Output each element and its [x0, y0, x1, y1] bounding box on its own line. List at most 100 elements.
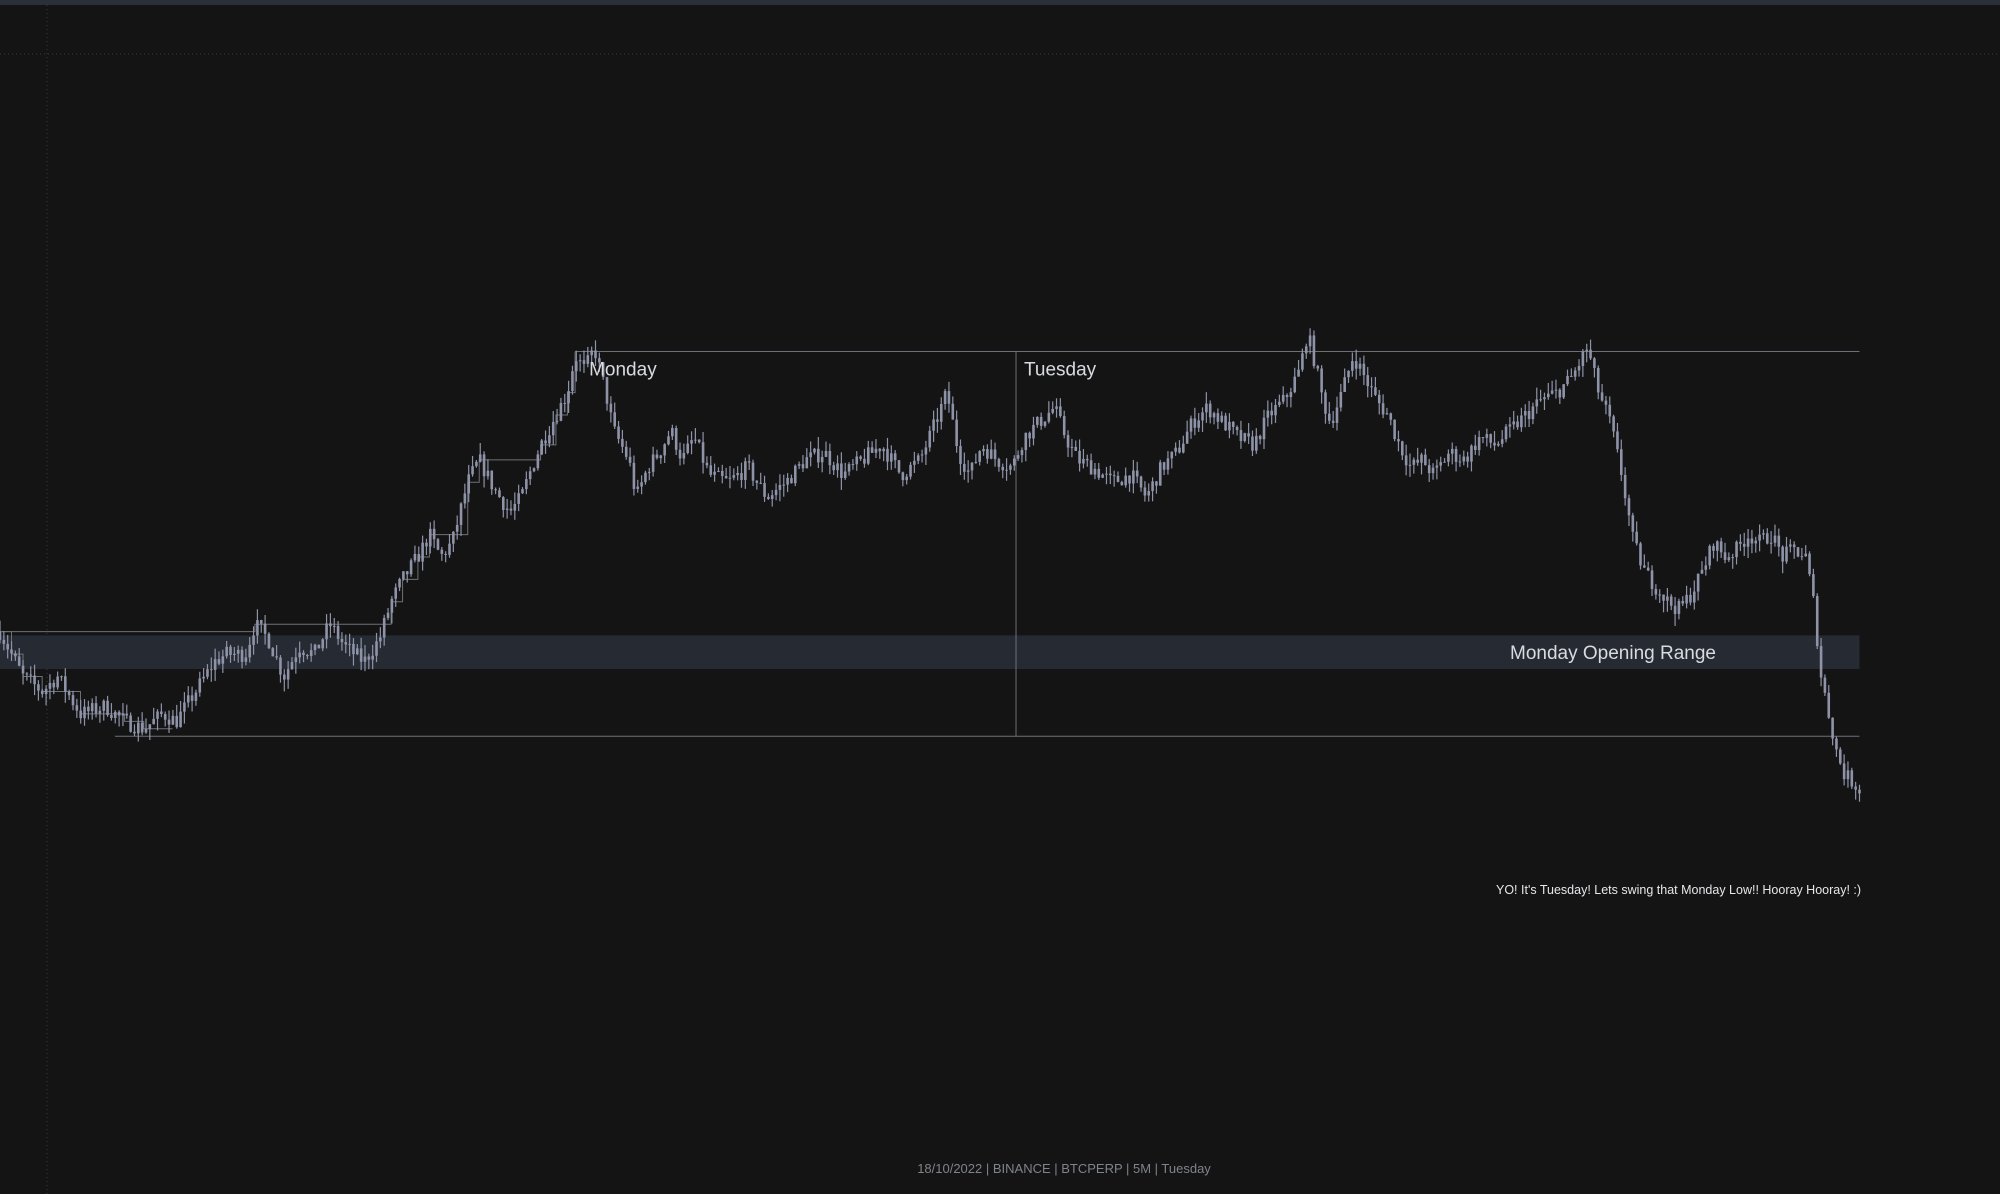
- candle-body: [17, 656, 21, 666]
- candle-body: [21, 665, 25, 674]
- candle-body: [989, 449, 993, 459]
- candle-body: [394, 587, 398, 599]
- candle-body: [1504, 426, 1508, 440]
- candle-body: [1431, 467, 1435, 474]
- candle-body: [1166, 458, 1170, 470]
- candle-body: [1838, 749, 1842, 764]
- candle-body: [674, 427, 678, 450]
- candle-body: [1251, 436, 1254, 451]
- candle-body: [916, 455, 920, 461]
- candle-body: [1823, 677, 1827, 693]
- candle-body: [1439, 462, 1443, 466]
- candle-body: [110, 714, 113, 718]
- candle-body: [1043, 421, 1047, 426]
- candle-body: [1105, 473, 1108, 475]
- candle-body: [1243, 433, 1247, 441]
- candle-body: [398, 579, 401, 588]
- candle-body: [1228, 421, 1231, 431]
- candle-body: [832, 465, 835, 471]
- candle-body: [1716, 541, 1719, 551]
- candle-body: [1270, 410, 1273, 416]
- tuesday-label: Tuesday: [1024, 360, 1097, 381]
- candle-body: [878, 448, 882, 452]
- candle-body: [501, 497, 505, 510]
- candle-body: [1239, 430, 1243, 441]
- candle-body: [486, 470, 490, 477]
- candle-body: [955, 419, 958, 447]
- candle-body: [259, 620, 263, 624]
- candle-body: [974, 461, 978, 463]
- candle-body: [1835, 738, 1838, 750]
- candle-body: [144, 729, 148, 733]
- candle-body: [40, 690, 44, 695]
- candle-body: [440, 549, 444, 554]
- candle-body: [60, 676, 63, 678]
- candle-body: [1623, 474, 1627, 499]
- candle-body: [1477, 437, 1481, 451]
- candle-body: [217, 659, 221, 664]
- candle-body: [140, 722, 144, 733]
- candle-body: [536, 454, 540, 469]
- candle-body: [1789, 544, 1792, 547]
- candle-body: [1051, 408, 1054, 413]
- candle-body: [252, 635, 255, 645]
- candle-body: [137, 722, 140, 734]
- candle-body: [1673, 605, 1677, 614]
- candle-body: [1143, 487, 1147, 496]
- candle-body: [478, 454, 482, 462]
- candle-body: [83, 706, 86, 719]
- candle-body: [1600, 392, 1604, 401]
- candle-body: [913, 460, 916, 465]
- candle-body: [1012, 458, 1016, 466]
- candle-body: [1039, 416, 1043, 426]
- candle-body: [1546, 393, 1550, 398]
- candle-body: [563, 402, 567, 404]
- candle-body: [786, 477, 789, 485]
- candle-body: [1089, 460, 1093, 475]
- candle-body: [1435, 465, 1439, 468]
- candle-body: [367, 656, 371, 660]
- candle-body: [1320, 368, 1323, 393]
- candle-body: [467, 474, 471, 494]
- candle-series[interactable]: [0, 328, 1861, 802]
- candle-body: [601, 362, 605, 378]
- candle-body: [1497, 443, 1500, 446]
- candle-body: [133, 731, 136, 734]
- candle-body: [1120, 481, 1124, 486]
- candle-body: [517, 493, 520, 504]
- candle-body: [1424, 454, 1427, 466]
- candle-body: [1735, 541, 1738, 558]
- candle-body: [1078, 450, 1081, 464]
- candle-body: [1454, 448, 1458, 462]
- candle-body: [1304, 346, 1308, 354]
- candle-body: [94, 703, 98, 714]
- candle-body: [1589, 349, 1592, 359]
- candle-body: [417, 553, 421, 562]
- candle-body: [713, 471, 716, 475]
- candle-body: [490, 470, 494, 490]
- candle-body: [186, 695, 190, 703]
- candle-body: [1124, 475, 1127, 486]
- chart-footer-info: 18/10/2022 | BINANCE | BTCPERP | 5M | Tu…: [917, 1161, 1211, 1176]
- candle-body: [1235, 426, 1239, 431]
- candle-body: [586, 355, 590, 364]
- candle-body: [1777, 535, 1781, 547]
- candle-body: [1539, 399, 1542, 401]
- candle-body: [10, 649, 13, 654]
- candle-body: [1550, 390, 1554, 394]
- candle-body: [302, 652, 305, 656]
- candle-body: [694, 439, 697, 441]
- candle-body: [1381, 403, 1385, 415]
- candle-body: [1566, 375, 1569, 385]
- candle-body: [1408, 464, 1412, 466]
- candle-body: [202, 676, 205, 679]
- candle-body: [982, 449, 985, 452]
- candle-body: [647, 471, 651, 473]
- candle-body: [1059, 406, 1062, 417]
- candle-body: [1577, 366, 1581, 371]
- candle-body: [1377, 394, 1381, 404]
- candle-body: [1082, 458, 1085, 464]
- candle-body: [1139, 476, 1143, 488]
